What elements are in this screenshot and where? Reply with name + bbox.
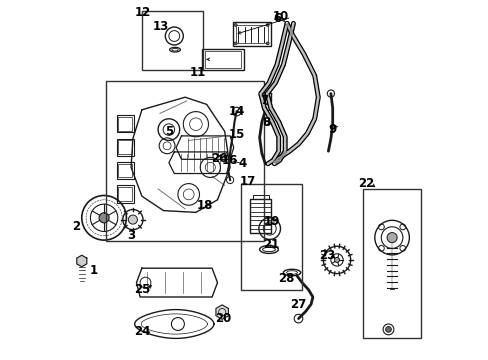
Circle shape (386, 233, 396, 243)
Text: 14: 14 (229, 105, 245, 118)
Bar (118, 140, 132, 154)
Text: 11: 11 (189, 66, 205, 78)
Text: 13: 13 (153, 21, 169, 33)
Text: 10: 10 (272, 10, 288, 23)
Bar (118, 117, 132, 131)
Text: 24: 24 (133, 325, 150, 338)
Circle shape (334, 257, 339, 262)
Text: 23: 23 (319, 249, 335, 262)
Text: 5: 5 (164, 125, 173, 138)
Polygon shape (77, 255, 86, 267)
Bar (118, 164, 132, 177)
Text: 26: 26 (211, 152, 227, 165)
Circle shape (234, 23, 237, 26)
Text: 15: 15 (229, 129, 245, 141)
Bar (235, 25, 267, 43)
Bar (117, 139, 134, 156)
Text: 25: 25 (133, 283, 150, 296)
Bar (204, 51, 241, 68)
Bar (252, 194, 268, 199)
Bar (241, 184, 302, 290)
Text: 3: 3 (127, 229, 135, 242)
Bar (249, 199, 271, 233)
Polygon shape (216, 305, 228, 319)
Text: 16: 16 (222, 154, 238, 167)
Bar (363, 189, 420, 338)
Text: 20: 20 (214, 312, 230, 325)
Bar (232, 22, 270, 46)
Text: 4: 4 (238, 157, 246, 170)
Bar (202, 49, 243, 70)
Bar (106, 81, 264, 241)
Bar (142, 11, 203, 70)
Circle shape (266, 23, 268, 26)
Text: 27: 27 (290, 298, 306, 311)
Text: 7: 7 (260, 94, 268, 107)
Bar (118, 187, 132, 201)
Circle shape (128, 215, 137, 224)
Text: 1: 1 (89, 264, 97, 276)
Text: 22: 22 (357, 177, 373, 190)
Circle shape (385, 327, 390, 332)
Bar (117, 185, 134, 203)
Text: 2: 2 (72, 220, 81, 233)
Text: 28: 28 (277, 273, 293, 285)
Text: 9: 9 (328, 123, 336, 136)
Text: 21: 21 (263, 238, 279, 251)
Circle shape (266, 42, 268, 45)
Bar (117, 162, 134, 179)
Text: 6: 6 (272, 12, 281, 24)
Circle shape (234, 42, 237, 45)
Bar (117, 115, 134, 132)
Text: 17: 17 (240, 175, 256, 188)
Text: 8: 8 (262, 116, 270, 129)
Circle shape (99, 213, 109, 223)
Text: 18: 18 (196, 199, 213, 212)
Text: 19: 19 (263, 215, 279, 228)
Text: 12: 12 (135, 6, 151, 19)
